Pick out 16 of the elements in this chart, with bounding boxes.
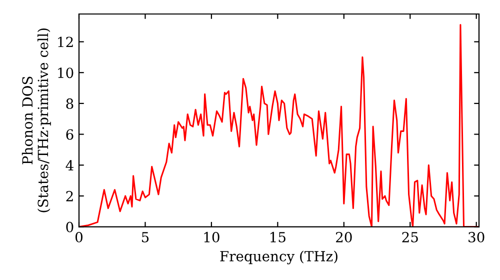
- y-tick-label: 12: [58, 36, 73, 48]
- x-tick-label: 5: [142, 232, 149, 242]
- x-axis-title: Frequency (THz): [220, 250, 338, 264]
- y-tick-label: 0: [66, 222, 74, 232]
- x-tick-label: 30: [468, 232, 484, 242]
- x-tick-label: 0: [75, 232, 82, 242]
- y-tick-label: 4: [66, 160, 74, 170]
- x-tick-label: 10: [204, 232, 220, 242]
- y-tick-label: 8: [66, 98, 74, 109]
- y-axis-title: Phonon DOS (States/THz·primitive cell): [22, 28, 51, 212]
- y-tick-label: 10: [58, 68, 74, 78]
- x-tick-label: 25: [402, 232, 418, 242]
- x-tick-label: 15: [270, 232, 286, 242]
- y-tick-label: 2: [66, 190, 73, 202]
- y-tick-label: 6: [66, 129, 74, 140]
- x-tick-label: 20: [336, 232, 352, 242]
